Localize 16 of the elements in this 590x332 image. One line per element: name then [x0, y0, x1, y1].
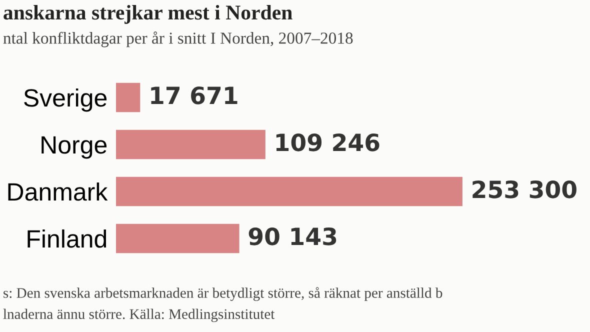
y-tick-label: Sverige: [24, 88, 107, 112]
y-tick-label: Norge: [42, 136, 107, 159]
data-label: 17 671: [151, 86, 238, 104]
bar: [116, 224, 240, 254]
data-label: 109 246: [276, 133, 380, 152]
bar: [116, 82, 140, 112]
data-label: 90 143: [248, 227, 336, 246]
bar: [116, 176, 462, 206]
text: lnaderna ännu större. Källa: Medlingsinstitutet: [3, 308, 275, 322]
chart-subtitle: ntal konfliktdagar per år i snitt I Norden, 2007–2018: [3, 32, 353, 48]
y-tick-label: Danmark: [8, 182, 108, 201]
text: s: Den svenska arbetsmarknaden är betydligt större, så räknat per anställd b: [4, 287, 442, 301]
bar: [116, 130, 266, 160]
data-label: 253 300: [472, 180, 576, 198]
chart-title: anskarna strejkar mest i Norden: [4, 4, 292, 24]
y-tick-label: Finland: [28, 229, 106, 248]
